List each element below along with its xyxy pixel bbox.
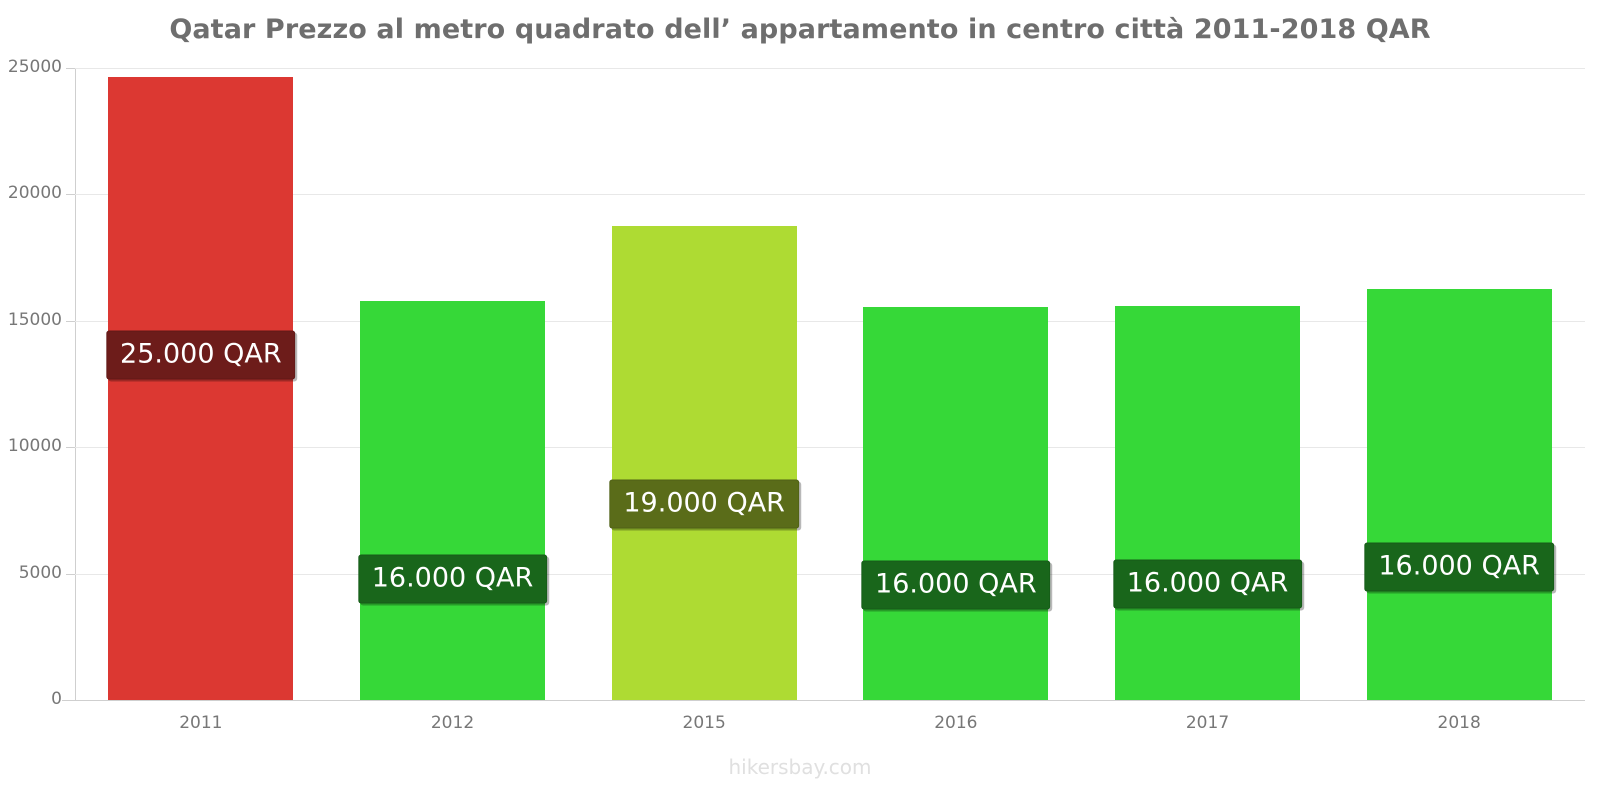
gridline	[75, 320, 1585, 322]
y-tick-label: 25000	[7, 57, 62, 77]
x-axis-line	[62, 700, 1585, 701]
y-tick-mark	[66, 320, 75, 322]
y-axis-line	[75, 68, 76, 701]
y-tick-label: 5000	[18, 562, 62, 583]
bar-value-label: 16.000 QAR	[1112, 559, 1303, 609]
gridline	[75, 447, 1585, 449]
y-tick-mark	[66, 573, 75, 575]
x-tick-label: 2011	[179, 713, 223, 733]
bar-value-label: 16.000 QAR	[1364, 542, 1554, 592]
x-tick-label: 2017	[1185, 713, 1230, 733]
gridline	[75, 194, 1585, 196]
bar[interactable]	[360, 300, 545, 700]
y-tick-mark	[66, 700, 75, 701]
y-tick-label: 0	[51, 689, 62, 709]
bar[interactable]	[1366, 289, 1552, 700]
y-tick-label: 15000	[7, 309, 62, 330]
bar-value-label: 25.000 QAR	[106, 330, 296, 380]
bar[interactable]	[1115, 305, 1300, 700]
gridline	[75, 573, 1585, 575]
bar-value-label: 16.000 QAR	[357, 554, 548, 604]
gridline	[75, 68, 1585, 69]
bar[interactable]	[863, 306, 1049, 700]
x-tick-label: 2016	[934, 713, 978, 733]
bar[interactable]	[611, 226, 797, 700]
x-tick-label: 2015	[682, 713, 726, 733]
footer-credit: hikersbay.com	[728, 755, 872, 779]
plot-area	[75, 68, 1585, 700]
y-tick-mark	[66, 194, 75, 196]
y-tick-mark	[66, 447, 75, 449]
chart-title: Qatar Prezzo al metro quadrato dell’ app…	[169, 14, 1431, 45]
y-tick-mark	[66, 68, 75, 69]
x-tick-label: 2018	[1437, 713, 1481, 733]
y-tick-label: 10000	[7, 436, 62, 457]
bar[interactable]	[108, 76, 294, 700]
x-tick-label: 2012	[430, 713, 475, 733]
bar-value-label: 19.000 QAR	[609, 479, 799, 529]
y-tick-label: 20000	[7, 183, 62, 204]
bar-value-label: 16.000 QAR	[861, 560, 1051, 610]
